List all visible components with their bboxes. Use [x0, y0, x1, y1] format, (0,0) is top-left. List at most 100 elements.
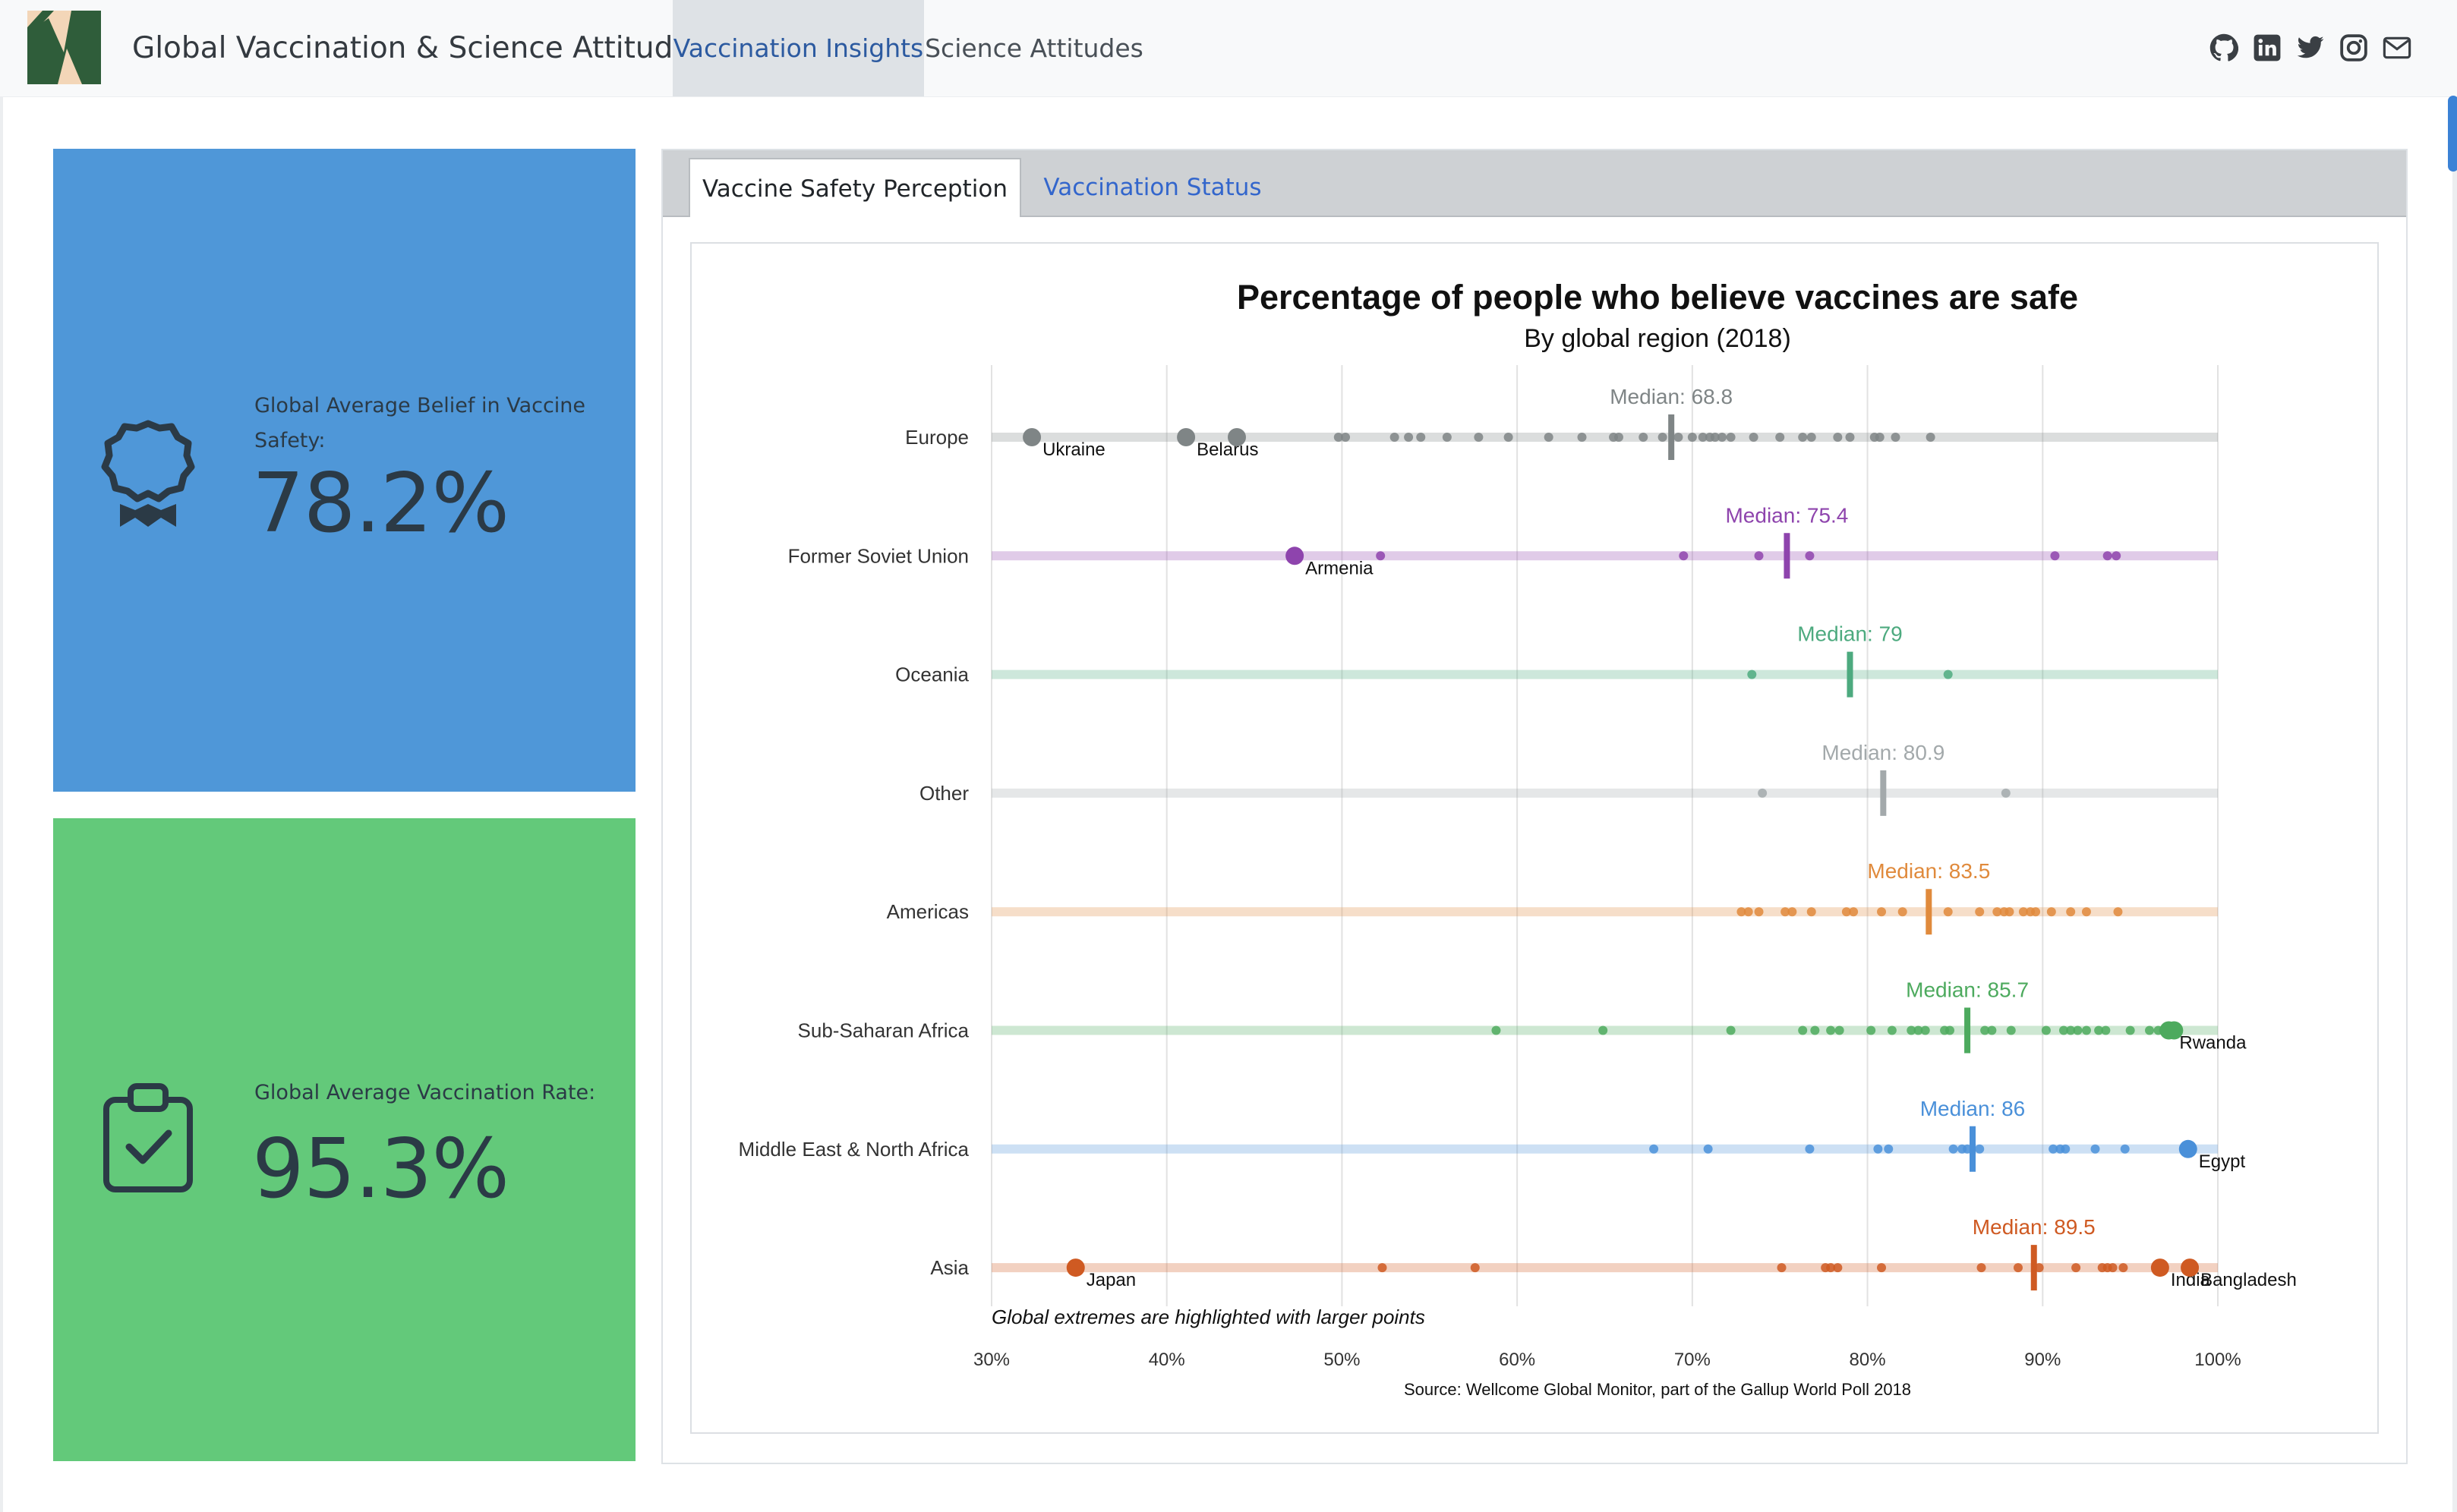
data-point: [1673, 433, 1683, 442]
data-point: [1404, 433, 1414, 442]
chart-subtitle: By global region (2018): [1524, 324, 1791, 353]
extreme-label: Rwanda: [2179, 1033, 2247, 1054]
region-row: Former Soviet Union Armenia Median: 75.4: [788, 503, 2218, 579]
region-label: Oceania: [895, 663, 969, 686]
mail-icon[interactable]: [2383, 33, 2411, 62]
clipboard-check-icon: [103, 1083, 193, 1192]
data-point: [1798, 433, 1808, 442]
instagram-icon[interactable]: [2339, 33, 2368, 62]
data-point: [1926, 433, 1935, 442]
data-point: [1884, 1144, 1894, 1154]
data-point: [1866, 1025, 1876, 1035]
region-row: Oceania Median: 79: [895, 622, 2218, 698]
value-box-value: 95.3%: [252, 1122, 509, 1217]
data-point: [2004, 907, 2014, 917]
x-tick-label: 80%: [1850, 1350, 1886, 1370]
extreme-point: [2178, 1139, 2197, 1158]
data-point: [2090, 1144, 2100, 1154]
tab-vaccination-status[interactable]: Vaccination Status: [1043, 174, 1262, 201]
data-point: [1698, 433, 1708, 442]
data-point: [1736, 907, 1746, 917]
data-point: [1416, 433, 1426, 442]
data-point: [2094, 1025, 2104, 1035]
data-point: [2066, 907, 2076, 917]
x-tick-label: 70%: [1674, 1350, 1711, 1370]
data-point: [2046, 907, 2056, 917]
tab-science-attitudes[interactable]: Science Attitudes: [925, 33, 1143, 63]
data-point: [1726, 433, 1736, 442]
data-point: [2112, 551, 2121, 561]
data-point: [1747, 669, 1757, 679]
median-label: Median: 89.5: [1973, 1215, 2096, 1239]
data-point: [1975, 1144, 1985, 1154]
data-point: [1787, 907, 1797, 917]
region-row: Middle East & North Africa Egypt Median: 8…: [739, 1097, 2246, 1172]
region-label: Former Soviet Union: [788, 544, 969, 567]
data-point: [1806, 433, 1816, 442]
extreme-label: Bangladesh: [2200, 1270, 2297, 1290]
value-box-vaccination-rate: Global Average Vaccination Rate: 95.3%: [53, 818, 636, 1461]
data-point: [1777, 1263, 1787, 1273]
data-point: [1376, 551, 1386, 561]
data-point: [2120, 1144, 2130, 1154]
data-point: [1798, 1025, 1808, 1035]
data-point: [1613, 433, 1623, 442]
linkedin-icon[interactable]: [2253, 33, 2282, 62]
data-point: [1639, 433, 1648, 442]
data-point: [1943, 669, 1953, 679]
data-point: [2006, 1025, 2016, 1035]
data-point: [1845, 433, 1855, 442]
x-tick-label: 50%: [1323, 1350, 1360, 1370]
data-point: [2050, 551, 2060, 561]
data-point: [2013, 1263, 2023, 1273]
data-point: [1775, 433, 1785, 442]
extreme-point: [1285, 547, 1304, 565]
data-point: [1470, 1263, 1480, 1273]
chart-source: Source: Wellcome Global Monitor, part of…: [1404, 1380, 1911, 1399]
data-point: [1948, 1144, 1958, 1154]
data-point: [1833, 433, 1843, 442]
data-point: [1877, 1263, 1887, 1273]
data-point: [1598, 1025, 1608, 1035]
tab-vaccine-safety-perception[interactable]: Vaccine Safety Perception: [689, 158, 1021, 217]
data-point: [2081, 907, 2091, 917]
extreme-point: [1228, 428, 1246, 446]
data-point: [1544, 433, 1553, 442]
data-point: [1987, 1025, 1997, 1035]
median-label: Median: 79: [1797, 622, 1903, 646]
extreme-point: [1023, 428, 1042, 446]
region-row: Americas Median: 83.5: [887, 859, 2218, 935]
page-scrollbar-track[interactable]: [2452, 96, 2457, 1512]
region-label: Asia: [930, 1256, 969, 1279]
github-icon[interactable]: [2209, 33, 2238, 62]
data-point: [1679, 551, 1689, 561]
chart-caption: Global extremes are highlighted with lar…: [992, 1306, 1425, 1328]
x-tick-label: 90%: [2024, 1350, 2061, 1370]
app-title: Global Vaccination & Science Attitudes: [132, 31, 707, 65]
tab-vaccination-insights[interactable]: Vaccination Insights: [673, 0, 924, 96]
x-tick-label: 40%: [1149, 1350, 1185, 1370]
page-scrollbar-thumb[interactable]: [2448, 96, 2457, 172]
data-point: [1474, 433, 1484, 442]
data-point: [1841, 907, 1851, 917]
app-logo: [27, 11, 101, 84]
region-row: Sub-Saharan Africa Rwanda Median: 85.7: [798, 978, 2247, 1054]
data-point: [2145, 1025, 2155, 1035]
extreme-label: Egypt: [2199, 1151, 2246, 1172]
data-point: [1657, 433, 1667, 442]
extreme-point: [2150, 1258, 2169, 1277]
region-label: Americas: [887, 900, 969, 923]
data-point: [1442, 433, 1452, 442]
data-point: [2073, 1025, 2083, 1035]
award-icon: [101, 420, 195, 527]
data-point: [1377, 1263, 1387, 1273]
twitter-icon[interactable]: [2296, 33, 2325, 62]
median-label: Median: 85.7: [1906, 978, 2029, 1002]
data-point: [1833, 1263, 1843, 1273]
data-point: [1754, 551, 1764, 561]
data-point: [1920, 1025, 1930, 1035]
data-point: [1810, 1025, 1820, 1035]
median-label: Median: 83.5: [1867, 859, 1990, 883]
data-point: [2113, 907, 2123, 917]
